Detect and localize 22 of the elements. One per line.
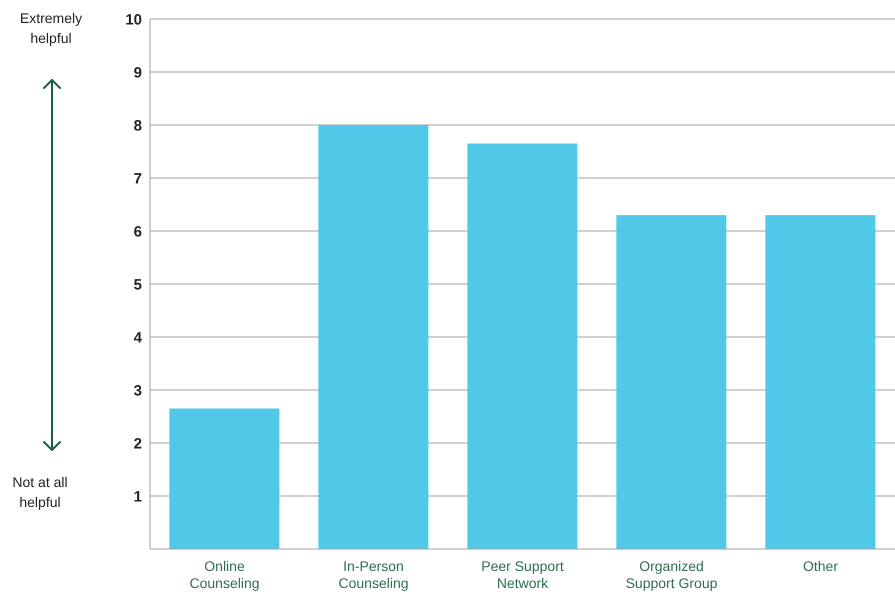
y-tick-label: 3 (134, 382, 142, 400)
y-tick-label: 4 (134, 329, 143, 346)
text: Extremely helpful (18, 9, 84, 48)
bar (318, 125, 428, 549)
bar (765, 215, 876, 549)
text: Not at all helpful (11, 473, 69, 512)
bar (467, 144, 578, 549)
y-tick-label: 2 (134, 435, 142, 452)
x-tick-label: Organized Support Group (626, 558, 718, 591)
x-tick-label: Other (802, 558, 838, 574)
y-tick-label: 5 (134, 276, 142, 294)
y-tick-label: 6 (134, 223, 142, 240)
x-tick-label: In-Person Counseling (338, 558, 409, 591)
x-tick-label: Peer Support Network (481, 558, 564, 591)
y-tick-label: 1 (134, 488, 142, 506)
y-tick-label: 10 (125, 11, 142, 28)
x-tick-label: Online Counseling (189, 558, 260, 591)
y-tick-label: 9 (134, 64, 142, 82)
bar (169, 408, 280, 549)
bar (616, 215, 726, 549)
y-tick-label: 7 (134, 170, 142, 188)
y-tick-label: 8 (134, 117, 142, 134)
